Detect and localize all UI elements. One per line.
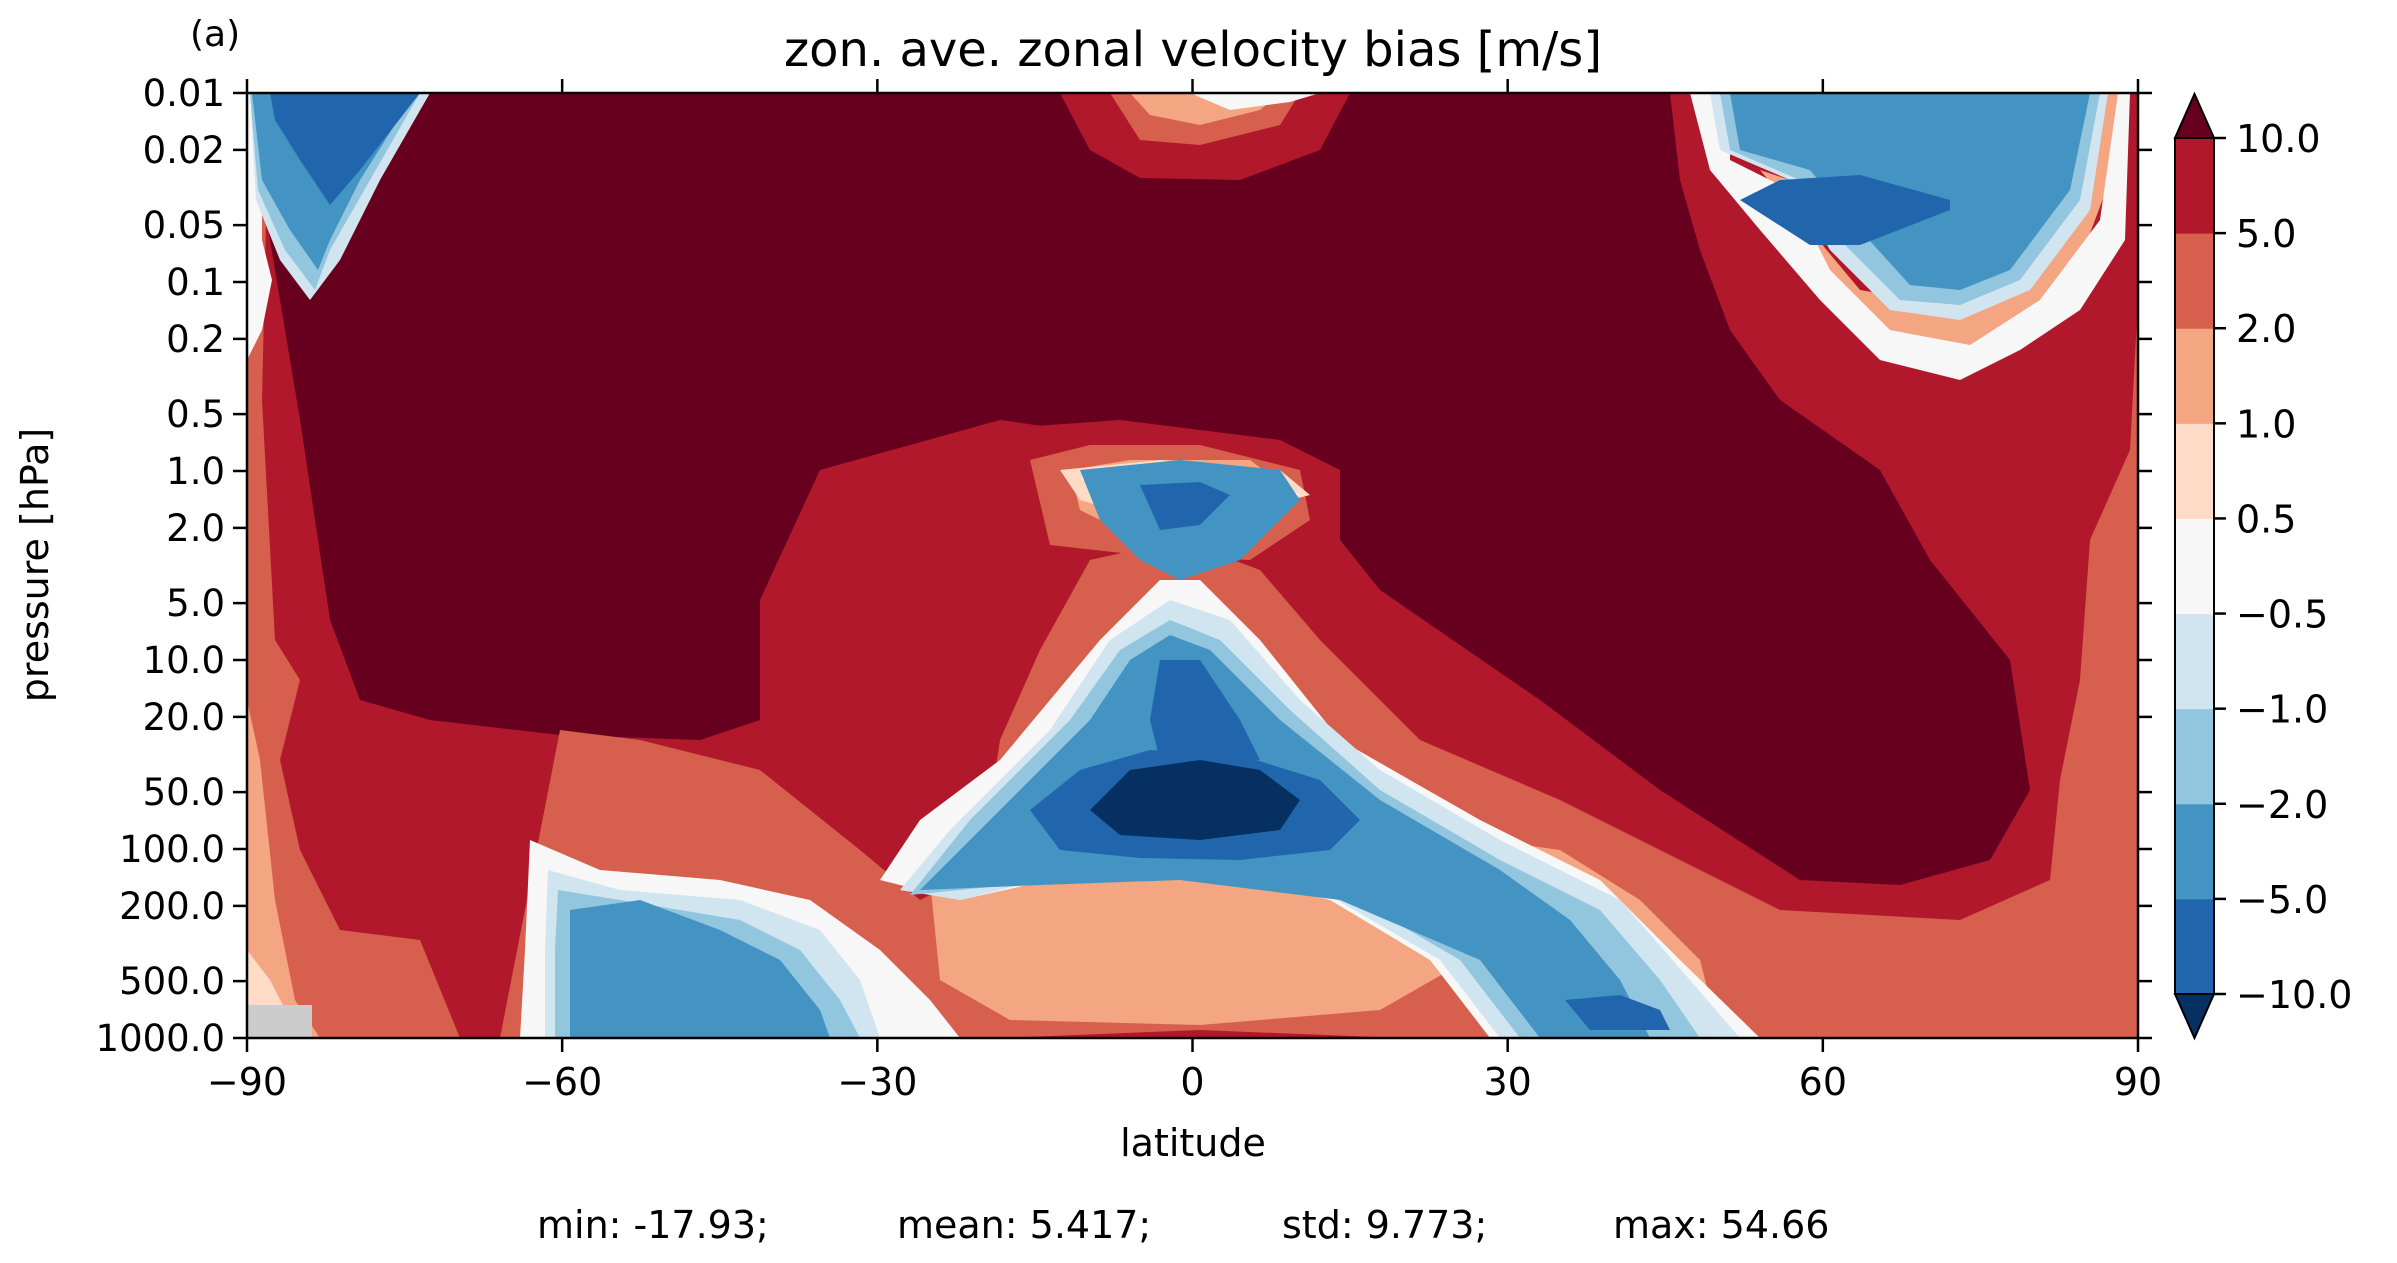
x-tick-label: 60 xyxy=(1799,1060,1847,1104)
x-tick-label: −30 xyxy=(837,1060,917,1104)
contour-fill xyxy=(270,93,420,205)
y-tick-label: 0.5 xyxy=(166,393,225,436)
x-tick-label: 30 xyxy=(1483,1060,1531,1104)
y-tick-label: 100.0 xyxy=(119,828,225,871)
x-axis: −90 −60 −30 0 30 60 90 xyxy=(207,79,2162,1104)
stat-min: min: -17.93; xyxy=(537,1203,769,1247)
colorbar-bin xyxy=(2175,233,2214,329)
y-axis: 0.01 0.02 0.05 0.1 0.2 0.5 1.0 2.0 5.0 10.0 20.0 50… xyxy=(96,72,2152,1060)
x-tick-label: 90 xyxy=(2114,1060,2162,1104)
y-tick-label: 200.0 xyxy=(119,885,225,928)
y-tick-label: 500.0 xyxy=(119,960,225,1003)
colorbar-bin xyxy=(2175,708,2214,805)
colorbar-tick-label: 1.0 xyxy=(2236,402,2296,446)
colorbar-bin xyxy=(2175,518,2214,615)
colorbar: −10.0 −5.0 −2.0 −1.0 −0.5 0.5 1.0 2.0 5.0 10.0 xyxy=(2173,91,2352,1041)
contour-fill xyxy=(1740,175,1950,245)
contour-fill xyxy=(500,300,2138,1038)
y-axis-label: pressure [hPa] xyxy=(13,428,57,702)
colorbar-tick-label: 0.5 xyxy=(2236,497,2296,541)
colorbar-tick-label: −5.0 xyxy=(2236,878,2328,922)
contour-fill xyxy=(1565,995,1670,1030)
y-tick-label: 0.01 xyxy=(143,72,225,115)
contour-fill xyxy=(570,900,830,1038)
colorbar-bin xyxy=(2175,613,2214,710)
chart-title: zon. ave. zonal velocity bias [m/s] xyxy=(784,22,1602,78)
x-axis-label: latitude xyxy=(1120,1121,1266,1165)
colorbar-bin xyxy=(2175,423,2214,519)
y-tick-label: 5.0 xyxy=(166,582,225,625)
colorbar-bin xyxy=(2175,803,2214,900)
y-tick-label: 0.05 xyxy=(143,204,225,247)
x-tick-label: −60 xyxy=(522,1060,602,1104)
contour-fill xyxy=(1190,93,1320,110)
contour-plot-area xyxy=(247,93,2138,1038)
stat-mean: mean: 5.417; xyxy=(897,1203,1152,1247)
colorbar-extend-max xyxy=(2173,91,2216,139)
panel-label: (a) xyxy=(190,14,240,55)
colorbar-bin xyxy=(2175,328,2214,424)
colorbar-bin xyxy=(2175,138,2214,234)
x-tick-label: 0 xyxy=(1180,1060,1204,1104)
y-tick-label: 1000.0 xyxy=(96,1017,225,1060)
y-tick-label: 0.02 xyxy=(143,129,225,172)
missing-data-patch xyxy=(247,1005,312,1038)
contour-fill xyxy=(1090,760,1300,840)
colorbar-tick-label: 10.0 xyxy=(2236,117,2321,161)
colorbar-tick-label: 2.0 xyxy=(2236,307,2296,351)
contour-fill xyxy=(1150,660,1260,760)
x-tick-label: −90 xyxy=(207,1060,287,1104)
stat-std: std: 9.773; xyxy=(1282,1203,1488,1247)
colorbar-tick-label: −1.0 xyxy=(2236,688,2328,732)
y-tick-label: 0.1 xyxy=(166,261,225,304)
colorbar-tick-label: −10.0 xyxy=(2236,973,2352,1017)
colorbar-bin xyxy=(2175,898,2214,995)
contour-fill xyxy=(1690,93,2130,380)
stat-max: max: 54.66 xyxy=(1613,1203,1830,1247)
contour-level-below-neg10 xyxy=(1090,760,1300,840)
colorbar-tick-label: 5.0 xyxy=(2236,212,2296,256)
colorbar-tick-label: −2.0 xyxy=(2236,783,2328,827)
y-tick-label: 50.0 xyxy=(143,771,225,814)
y-tick-label: 0.2 xyxy=(166,318,225,361)
contour-fill xyxy=(1140,482,1230,530)
colorbar-frame xyxy=(2174,137,2215,995)
colorbar-extend-min xyxy=(2173,993,2216,1041)
contour-fill xyxy=(1730,93,2120,360)
colorbar-tick-label: −0.5 xyxy=(2236,593,2328,637)
contour-fill xyxy=(247,700,320,1038)
y-tick-label: 20.0 xyxy=(143,696,225,739)
contour-fill xyxy=(247,93,272,360)
y-tick-label: 1.0 xyxy=(166,450,225,493)
y-tick-label: 10.0 xyxy=(143,639,225,682)
y-tick-label: 2.0 xyxy=(166,507,225,550)
